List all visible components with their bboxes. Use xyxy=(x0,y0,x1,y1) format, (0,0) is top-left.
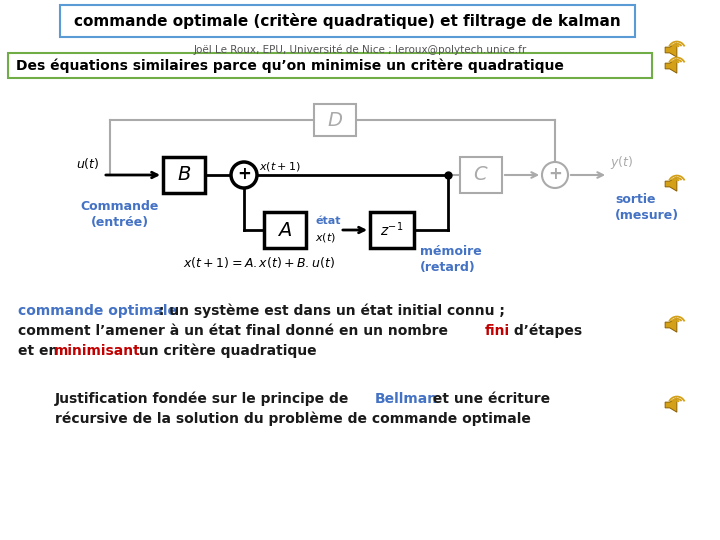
Text: minimisant: minimisant xyxy=(54,344,140,358)
Text: sortie
(mesure): sortie (mesure) xyxy=(615,193,679,222)
Text: $B$: $B$ xyxy=(177,165,191,185)
Text: mémoire
(retard): mémoire (retard) xyxy=(420,245,482,274)
Text: $x(t+1)=A.x(t)+B.u(t)$: $x(t+1)=A.x(t)+B.u(t)$ xyxy=(183,255,335,270)
Text: $x(t)$: $x(t)$ xyxy=(315,231,336,244)
Circle shape xyxy=(231,162,257,188)
Text: Joël Le Roux, EPU, Université de Nice ; leroux@polytech.unice.fr: Joël Le Roux, EPU, Université de Nice ; … xyxy=(194,45,526,55)
Text: +: + xyxy=(548,165,562,183)
Polygon shape xyxy=(665,43,677,57)
FancyBboxPatch shape xyxy=(60,5,635,37)
Polygon shape xyxy=(665,398,677,412)
Text: $A$: $A$ xyxy=(277,220,292,240)
Text: comment l’amener à un état final donné en un nombre: comment l’amener à un état final donné e… xyxy=(18,324,453,338)
Text: : un système est dans un état initial connu ;: : un système est dans un état initial co… xyxy=(154,304,505,319)
Circle shape xyxy=(542,162,568,188)
Text: commande optimale: commande optimale xyxy=(18,304,177,318)
Text: $y(t)$: $y(t)$ xyxy=(610,154,634,171)
Text: $C$: $C$ xyxy=(473,165,489,185)
FancyBboxPatch shape xyxy=(163,157,205,193)
Polygon shape xyxy=(665,318,677,332)
Text: $x(t+1)$: $x(t+1)$ xyxy=(259,160,301,173)
Text: commande optimale (critère quadratique) et filtrage de kalman: commande optimale (critère quadratique) … xyxy=(74,13,621,29)
Text: Commande
(entrée): Commande (entrée) xyxy=(81,200,159,229)
FancyBboxPatch shape xyxy=(8,53,652,78)
Text: et une écriture: et une écriture xyxy=(428,392,550,406)
Text: +: + xyxy=(237,165,251,183)
Text: $u(t)$: $u(t)$ xyxy=(76,156,100,171)
Polygon shape xyxy=(665,59,677,73)
FancyBboxPatch shape xyxy=(314,104,356,136)
Polygon shape xyxy=(665,177,677,191)
Text: fini: fini xyxy=(485,324,510,338)
Text: $z^{-1}$: $z^{-1}$ xyxy=(380,221,404,239)
Text: $D$: $D$ xyxy=(327,111,343,130)
Text: un critère quadratique: un critère quadratique xyxy=(134,344,317,359)
FancyBboxPatch shape xyxy=(460,157,502,193)
Text: récursive de la solution du problème de commande optimale: récursive de la solution du problème de … xyxy=(55,412,531,427)
Text: état: état xyxy=(315,216,341,226)
Text: et en: et en xyxy=(18,344,63,358)
Text: d’étapes: d’étapes xyxy=(509,324,582,339)
Text: Justification fondée sur le principe de: Justification fondée sur le principe de xyxy=(55,392,354,407)
FancyBboxPatch shape xyxy=(370,212,414,248)
FancyBboxPatch shape xyxy=(264,212,306,248)
Text: Bellman: Bellman xyxy=(375,392,438,406)
Text: Des équations similaires parce qu’on minimise un critère quadratique: Des équations similaires parce qu’on min… xyxy=(16,58,564,73)
